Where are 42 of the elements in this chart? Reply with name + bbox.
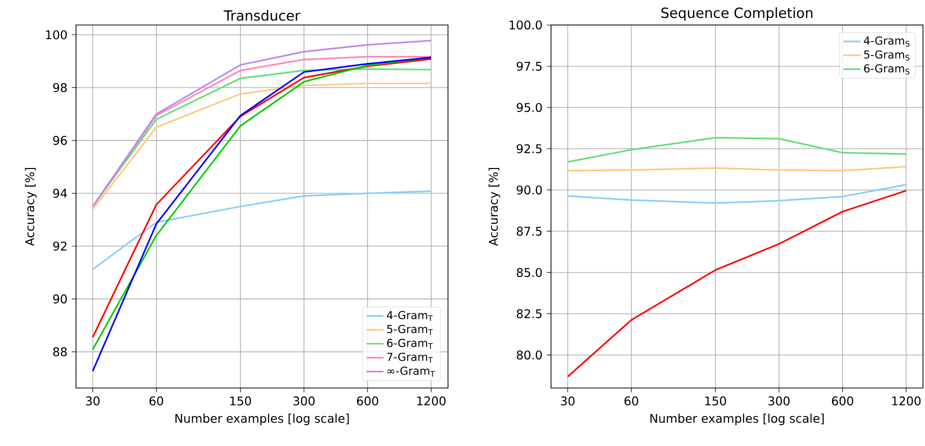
- legend-label: 4-Gram$_{S}$: [864, 36, 910, 47]
- x-tick-label: 60: [624, 396, 638, 406]
- x-tick-label: 150: [705, 396, 726, 406]
- x-axis-title: Number examples [log scale]: [650, 414, 824, 426]
- y-tick-label: 95.0: [516, 102, 542, 112]
- y-tick-label: 100: [46, 30, 67, 40]
- legend-label: 5-Gram$_{T}$: [387, 324, 433, 335]
- x-tick-label: 600: [356, 396, 378, 406]
- y-tick-label: 82.5: [516, 309, 542, 318]
- legend-label: 6-Gram$_{T}$: [387, 338, 433, 349]
- y-tick-label: 97.5: [516, 62, 542, 71]
- y-axis-title: Accuracy [%]: [488, 168, 500, 246]
- y-tick-label: 90: [53, 294, 67, 304]
- x-tick-label: 300: [768, 396, 790, 406]
- y-tick-label: 85.0: [516, 268, 542, 278]
- legend-label: 4-Gram$_{T}$: [386, 310, 433, 321]
- chart-title: Transducer: [224, 10, 300, 21]
- y-tick-label: 80.0: [516, 350, 542, 360]
- legend-label: 5-Gram$_{S}$: [864, 50, 910, 61]
- x-tick-label: 60: [150, 396, 164, 406]
- y-tick-label: 94: [53, 188, 67, 198]
- y-tick-label: 87.5: [516, 226, 542, 236]
- y-tick-label: 88: [53, 347, 67, 356]
- x-tick-label: 30: [86, 396, 100, 406]
- chart-title: Sequence Completion: [661, 7, 812, 21]
- legend-label: ∞-Gram$_{T}$: [388, 366, 435, 377]
- y-axis-title: Accuracy [%]: [25, 168, 37, 246]
- y-tick-label: 100.0: [510, 20, 542, 30]
- x-tick-label: 30: [561, 396, 575, 406]
- y-tick-label: 96: [53, 136, 67, 145]
- legend-label: 6-Gram$_{S}$: [864, 64, 910, 74]
- legend-label: 7-Gram$_{T}$: [387, 352, 433, 363]
- y-tick-label: 90.0: [516, 185, 542, 195]
- x-tick-label: 1200: [892, 396, 921, 406]
- x-tick-label: 150: [230, 396, 251, 406]
- y-tick-label: 98: [53, 83, 67, 92]
- x-tick-label: 300: [293, 396, 315, 406]
- x-tick-label: 600: [832, 396, 854, 406]
- y-tick-label: 92: [53, 242, 66, 251]
- x-tick-label: 1200: [417, 396, 446, 406]
- y-tick-label: 92.5: [516, 144, 542, 154]
- x-axis-title: Number examples [log scale]: [175, 414, 349, 426]
